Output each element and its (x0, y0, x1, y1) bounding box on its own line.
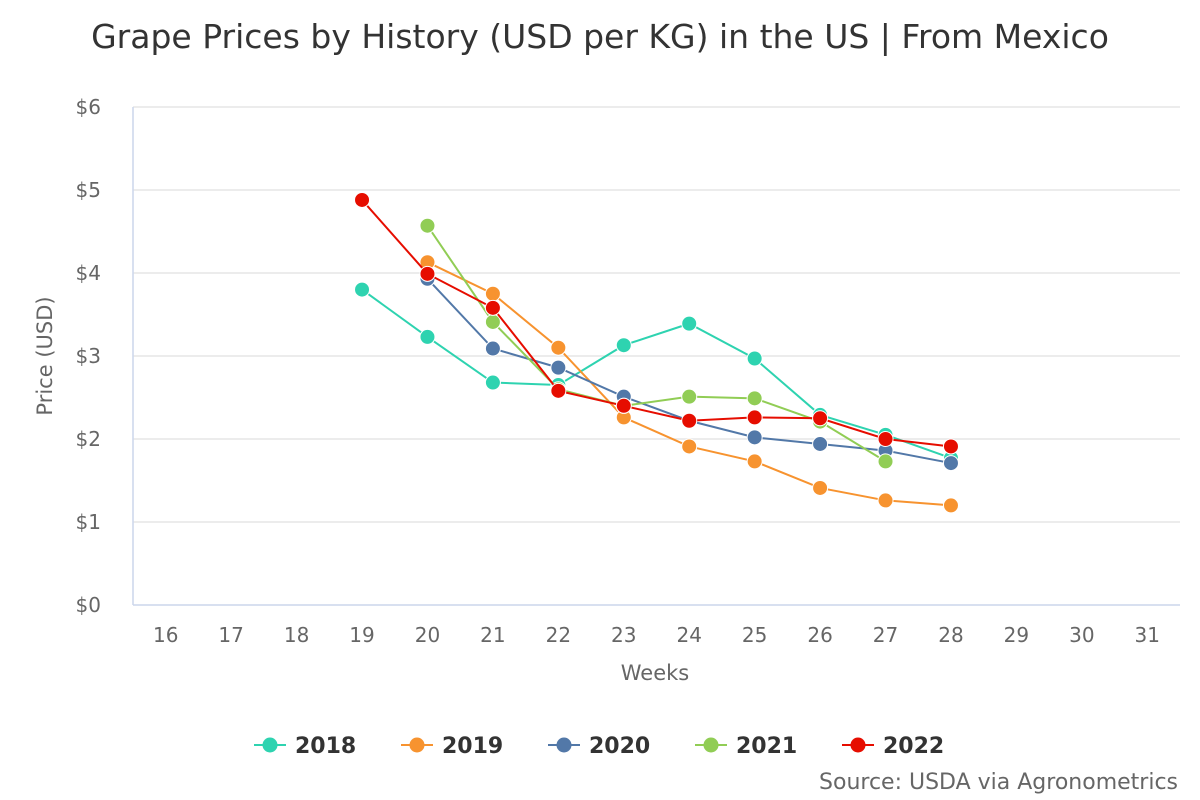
data-point-2022[interactable] (615, 397, 632, 414)
data-point-2020[interactable] (484, 340, 501, 357)
x-tick-label: 21 (480, 623, 505, 647)
data-point-2018[interactable] (681, 315, 698, 332)
y-tick-label: $4 (76, 261, 101, 285)
legend-label: 2020 (589, 734, 650, 759)
data-point-2018[interactable] (615, 337, 632, 354)
data-point-2020[interactable] (942, 455, 959, 472)
data-point-2022[interactable] (354, 191, 371, 208)
series-2022 (354, 191, 959, 455)
legend: 2018 2019 2020 2021 2022 (254, 734, 944, 759)
data-point-2019[interactable] (812, 479, 829, 496)
y-tick-label: $3 (76, 344, 101, 368)
legend-label: 2021 (736, 734, 797, 759)
x-tick-label: 28 (938, 623, 963, 647)
x-tick-label: 20 (415, 623, 440, 647)
x-tick-label: 29 (1004, 623, 1029, 647)
data-point-2020[interactable] (550, 359, 567, 376)
series-2019 (419, 254, 959, 514)
legend-marker (850, 737, 866, 753)
y-tick-label: $2 (76, 427, 101, 451)
legend-item-2018[interactable]: 2018 (254, 734, 356, 759)
y-tick-label: $1 (76, 510, 101, 534)
chart-title: Grape Prices by History (USD per KG) in … (91, 17, 1109, 56)
series-line-2018 (361, 288, 952, 460)
x-tick-label: 23 (611, 623, 636, 647)
x-tick-label: 31 (1135, 623, 1160, 647)
x-tick-label: 17 (218, 623, 243, 647)
data-point-2019[interactable] (877, 492, 894, 509)
data-point-2022[interactable] (550, 382, 567, 399)
data-point-2020[interactable] (746, 429, 763, 446)
data-point-2018[interactable] (419, 328, 436, 345)
x-tick-label: 16 (153, 623, 178, 647)
y-tick-label: $6 (76, 95, 101, 119)
legend-marker (409, 737, 425, 753)
data-point-2019[interactable] (942, 497, 959, 514)
source-note: Source: USDA via Agronometrics (819, 770, 1178, 795)
y-tick-label: $0 (76, 593, 101, 617)
data-point-2022[interactable] (942, 438, 959, 455)
data-point-2018[interactable] (354, 281, 371, 298)
data-point-2018[interactable] (746, 350, 763, 367)
legend-marker (262, 737, 278, 753)
legend-marker (703, 737, 719, 753)
x-tick-label: 19 (349, 623, 374, 647)
legend-label: 2019 (442, 734, 503, 759)
x-tick-label: 22 (546, 623, 571, 647)
data-point-2022[interactable] (484, 299, 501, 316)
y-tick-label: $5 (76, 178, 101, 202)
x-tick-label: 25 (742, 623, 767, 647)
data-point-2019[interactable] (746, 453, 763, 470)
x-tick-label: 30 (1069, 623, 1094, 647)
legend-marker (556, 737, 572, 753)
y-axis-title: Price (USD) (33, 296, 57, 415)
x-tick-label: 26 (807, 623, 832, 647)
data-point-2021[interactable] (484, 313, 501, 330)
x-tick-label: 18 (284, 623, 309, 647)
series-layer (354, 191, 959, 514)
data-point-2022[interactable] (681, 412, 698, 429)
data-point-2018[interactable] (484, 374, 501, 391)
x-tick-label: 27 (873, 623, 898, 647)
legend-item-2021[interactable]: 2021 (695, 734, 797, 759)
data-point-2019[interactable] (681, 438, 698, 455)
gridlines (133, 106, 1180, 523)
legend-item-2019[interactable]: 2019 (401, 734, 503, 759)
data-point-2022[interactable] (419, 265, 436, 282)
data-point-2021[interactable] (419, 217, 436, 234)
data-point-2021[interactable] (681, 388, 698, 405)
data-point-2022[interactable] (812, 410, 829, 427)
data-point-2021[interactable] (746, 390, 763, 407)
series-line-2022 (361, 199, 952, 448)
legend-item-2020[interactable]: 2020 (548, 734, 650, 759)
series-2018 (354, 281, 959, 467)
data-point-2022[interactable] (746, 409, 763, 426)
x-tick-label: 24 (676, 623, 701, 647)
data-point-2020[interactable] (812, 435, 829, 452)
data-point-2022[interactable] (877, 431, 894, 447)
data-point-2019[interactable] (550, 339, 567, 356)
legend-label: 2022 (883, 734, 944, 759)
x-axis-title: Weeks (621, 661, 689, 685)
data-point-2019[interactable] (484, 285, 501, 302)
legend-label: 2018 (295, 734, 356, 759)
axes: $0 $1 $2 $3 $4 $5 $6 16 17 18 19 20 21 22 23 24 25 26 27 28… (76, 95, 1180, 647)
data-point-2021[interactable] (877, 453, 894, 470)
legend-item-2022[interactable]: 2022 (842, 734, 944, 759)
